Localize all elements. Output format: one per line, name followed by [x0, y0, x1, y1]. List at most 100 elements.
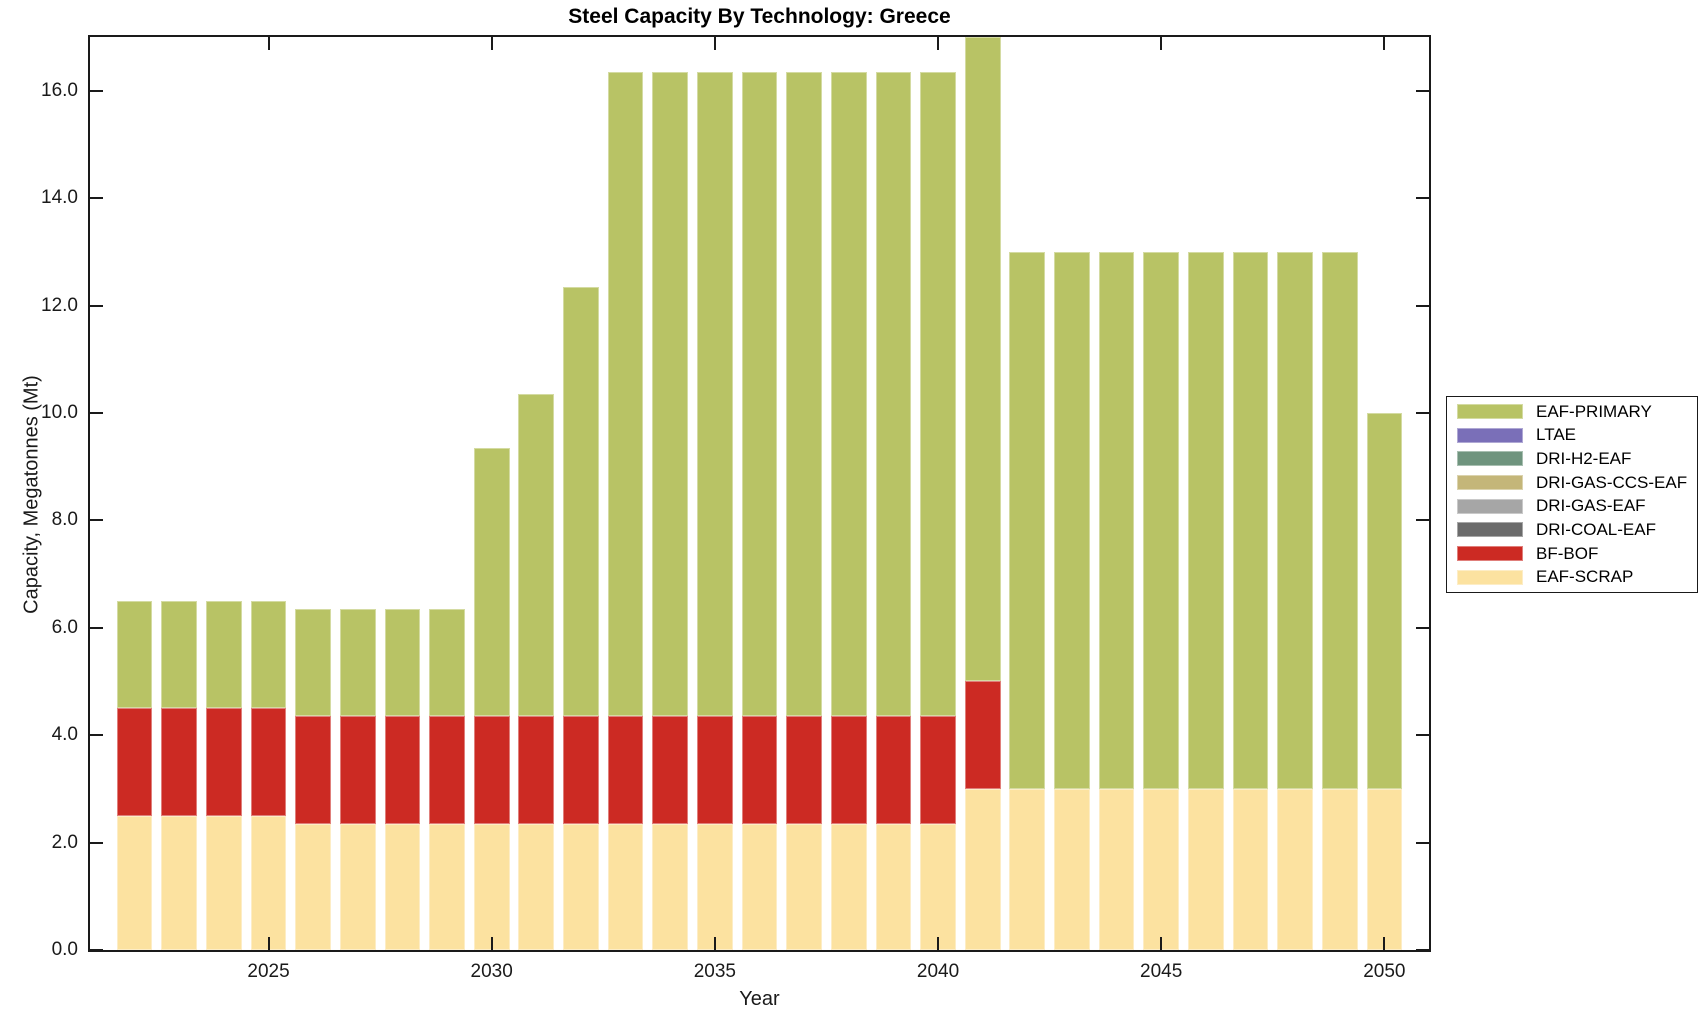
- bar-segment-bf-bof-2034: [652, 716, 689, 824]
- legend-entry-dri-gas-ccs-eaf: DRI-GAS-CCS-EAF: [1457, 472, 1697, 494]
- x-tick-mark-top: [937, 37, 940, 50]
- y-tick-mark: [90, 519, 103, 522]
- legend-label: DRI-GAS-EAF: [1536, 496, 1646, 516]
- bar-segment-eaf-primary-2043: [1054, 251, 1090, 789]
- bar-segment-eaf-primary-2046: [1187, 251, 1224, 789]
- legend-entry-bf-bof: BF-BOF: [1457, 543, 1697, 565]
- x-tick-label: 2035: [693, 961, 736, 982]
- bar-segment-eaf-primary-2036: [741, 71, 778, 717]
- x-tick-mark-top: [713, 37, 716, 50]
- bar-segment-eaf-primary-2032: [563, 286, 599, 717]
- legend-swatch-icon: [1457, 522, 1523, 538]
- legend-label: DRI-GAS-CCS-EAF: [1536, 472, 1688, 492]
- bar-segment-eaf-primary-2045: [1143, 251, 1180, 789]
- bar-segment-eaf-primary-2047: [1232, 251, 1269, 789]
- legend-swatch-icon: [1457, 475, 1523, 491]
- y-tick-mark: [90, 411, 103, 414]
- bar-segment-eaf-scrap-2030: [473, 823, 510, 950]
- x-tick-label: 2045: [1140, 961, 1183, 982]
- bar-segment-bf-bof-2033: [607, 716, 644, 824]
- y-tick-mark-right: [1416, 841, 1429, 844]
- bar-segment-eaf-scrap-2025: [250, 815, 287, 950]
- bar-segment-eaf-scrap-2049: [1321, 788, 1358, 950]
- bar-segment-eaf-scrap-2044: [1098, 788, 1135, 950]
- bar-segment-bf-bof-2028: [384, 716, 421, 824]
- legend-swatch-icon: [1457, 451, 1523, 467]
- x-tick-label: 2025: [247, 961, 290, 982]
- bar-segment-eaf-scrap-2037: [786, 823, 822, 950]
- bar-segment-eaf-primary-2038: [830, 71, 867, 717]
- legend-swatch-icon: [1457, 498, 1523, 514]
- y-tick-label: 6.0: [51, 616, 78, 638]
- bar-segment-eaf-scrap-2023: [161, 815, 198, 950]
- bar-segment-bf-bof-2023: [161, 708, 198, 816]
- bar-segment-eaf-scrap-2022: [116, 815, 153, 950]
- y-tick-mark: [90, 949, 103, 950]
- bar-segment-eaf-primary-2024: [206, 600, 242, 709]
- bar-segment-eaf-primary-2034: [652, 71, 689, 717]
- legend-swatch-icon: [1457, 569, 1523, 585]
- x-tick-mark: [490, 937, 493, 950]
- bar-segment-eaf-scrap-2045: [1143, 788, 1180, 950]
- y-tick-mark-right: [1416, 626, 1429, 629]
- bar-segment-eaf-scrap-2034: [652, 823, 689, 950]
- x-tick-label: 2030: [470, 961, 513, 982]
- bar-segment-eaf-primary-2044: [1098, 251, 1135, 789]
- y-tick-mark-right: [1416, 89, 1429, 92]
- bar-segment-eaf-scrap-2033: [607, 823, 644, 950]
- bar-segment-eaf-scrap-2043: [1054, 788, 1090, 950]
- bar-segment-eaf-scrap-2026: [295, 823, 332, 950]
- bar-segment-eaf-scrap-2035: [697, 823, 733, 950]
- legend-swatch-icon: [1457, 546, 1523, 562]
- bar-segment-eaf-scrap-2040: [920, 823, 956, 950]
- x-tick-mark-top: [267, 37, 270, 50]
- x-axis-label: Year: [739, 988, 780, 1010]
- bar-segment-eaf-scrap-2038: [830, 823, 867, 950]
- legend-label: LTAE: [1536, 425, 1576, 445]
- bar-segment-eaf-primary-2023: [161, 600, 198, 709]
- plot-area: [88, 35, 1431, 952]
- legend-label: EAF-PRIMARY: [1536, 401, 1652, 421]
- legend-entry-eaf-scrap: EAF-SCRAP: [1457, 566, 1697, 588]
- y-tick-label: 0.0: [51, 939, 78, 960]
- bar-segment-eaf-scrap-2032: [563, 823, 599, 950]
- bar-segment-eaf-primary-2041: [964, 37, 1001, 682]
- x-tick-mark: [713, 937, 716, 950]
- bar-segment-bf-bof-2041: [964, 681, 1001, 789]
- x-tick-mark: [1383, 937, 1386, 950]
- bar-segment-bf-bof-2029: [429, 716, 465, 824]
- bar-segment-eaf-scrap-2042: [1009, 788, 1046, 950]
- bar-segment-bf-bof-2032: [563, 716, 599, 824]
- bar-segment-bf-bof-2040: [920, 716, 956, 824]
- legend-swatch-icon: [1457, 427, 1523, 443]
- legend-label: EAF-SCRAP: [1536, 567, 1634, 587]
- bar-segment-eaf-scrap-2024: [206, 815, 242, 950]
- bar-segment-eaf-primary-2049: [1321, 251, 1358, 789]
- y-tick-label: 14.0: [41, 187, 78, 209]
- bar-segment-eaf-primary-2033: [607, 71, 644, 717]
- x-tick-mark-top: [1160, 37, 1163, 50]
- y-tick-label: 10.0: [41, 401, 78, 423]
- x-tick-label: 2040: [916, 961, 960, 982]
- legend: EAF-PRIMARY LTAE DRI-H2-EAF DRI-GAS-CCS-EAF…: [1446, 396, 1698, 593]
- bar-segment-bf-bof-2031: [518, 716, 555, 824]
- bar-segment-eaf-scrap-2027: [339, 823, 376, 950]
- bar-segment-bf-bof-2025: [250, 708, 287, 816]
- bar-segment-eaf-scrap-2046: [1187, 788, 1224, 950]
- x-tick-label: 2050: [1363, 961, 1406, 982]
- bar-segment-eaf-scrap-2036: [741, 823, 778, 950]
- bar-segment-bf-bof-2037: [786, 716, 822, 824]
- bar-segment-eaf-primary-2027: [339, 608, 376, 717]
- legend-entry-dri-h2-eaf: DRI-H2-EAF: [1457, 448, 1697, 470]
- legend-label: BF-BOF: [1536, 543, 1599, 563]
- y-tick-mark-right: [1416, 519, 1429, 522]
- bar-segment-eaf-scrap-2048: [1277, 788, 1313, 950]
- legend-entry-eaf-primary: EAF-PRIMARY: [1457, 401, 1697, 423]
- bar-segment-eaf-primary-2040: [920, 71, 956, 717]
- bar-segment-eaf-primary-2026: [295, 608, 332, 717]
- bar-segment-eaf-scrap-2031: [518, 823, 555, 950]
- y-tick-mark-right: [1416, 197, 1429, 200]
- bar-segment-bf-bof-2030: [473, 716, 510, 824]
- bar-segment-eaf-primary-2039: [875, 71, 912, 717]
